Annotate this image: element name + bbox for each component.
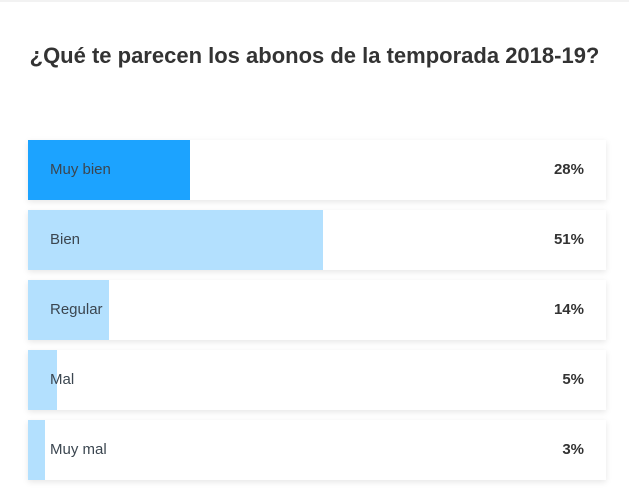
option-percent: 5% [562, 371, 584, 388]
result-bar [28, 280, 109, 340]
result-bar [28, 350, 57, 410]
result-bar [28, 210, 323, 270]
top-divider [0, 0, 629, 2]
poll-option-regular[interactable]: Regular 14% [28, 280, 606, 340]
option-percent: 51% [553, 231, 584, 248]
poll-option-bien[interactable]: Bien 51% [28, 210, 606, 270]
result-bar [28, 420, 46, 480]
option-percent: 3% [562, 441, 584, 458]
option-label: Muy mal [50, 441, 107, 458]
option-label: Bien [50, 231, 81, 248]
poll-title: ¿Qué te parecen los abonos de la tempora… [29, 43, 600, 68]
option-label: Mal [50, 371, 75, 388]
option-label: Regular [50, 301, 103, 318]
poll-option-mal[interactable]: Mal 5% [28, 350, 606, 410]
result-bar [28, 140, 190, 200]
poll-option-muy-mal[interactable]: Muy mal 3% [28, 420, 606, 480]
option-percent: 28% [553, 161, 584, 178]
option-label: Muy bien [50, 161, 111, 178]
poll-option-muy-bien[interactable]: Muy bien 28% [28, 140, 606, 200]
option-percent: 14% [553, 301, 584, 318]
poll-options: Muy bien 28% Bien 51% Regular 14% Mal 5%… [28, 140, 606, 490]
